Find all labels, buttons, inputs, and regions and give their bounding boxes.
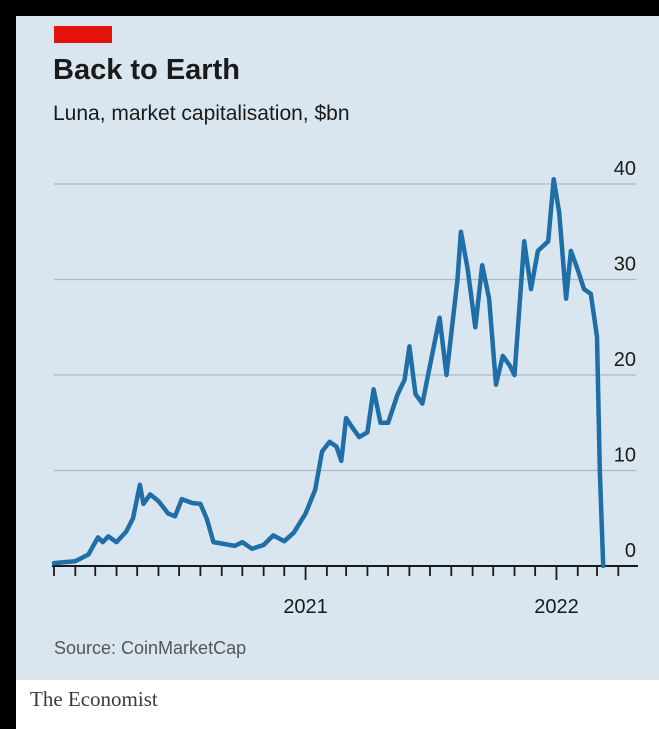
y-tick-label-10: 10 — [614, 445, 636, 467]
chart-subtitle: Luna, market capitalisation, $bn — [53, 102, 350, 125]
line-chart: 0 10 20 30 40 2021 2022 — [51, 158, 638, 618]
x-tick-label-2021: 2021 — [283, 596, 328, 618]
y-tick-label-30: 30 — [614, 254, 636, 276]
x-tick-label-2022: 2022 — [534, 596, 579, 618]
publisher-credit: The Economist — [30, 687, 158, 711]
y-tick-label-20: 20 — [614, 349, 636, 371]
chart-panel: Back to Earth Luna, market capitalisatio… — [16, 16, 659, 680]
accent-bar — [54, 26, 112, 43]
series-line-0 — [51, 176, 606, 569]
chart-title: Back to Earth — [53, 54, 240, 86]
chart-card: Back to Earth Luna, market capitalisatio… — [16, 16, 659, 729]
y-tick-label-40: 40 — [614, 158, 636, 180]
source-note: Source: CoinMarketCap — [54, 638, 247, 658]
y-tick-label-0: 0 — [625, 540, 636, 562]
